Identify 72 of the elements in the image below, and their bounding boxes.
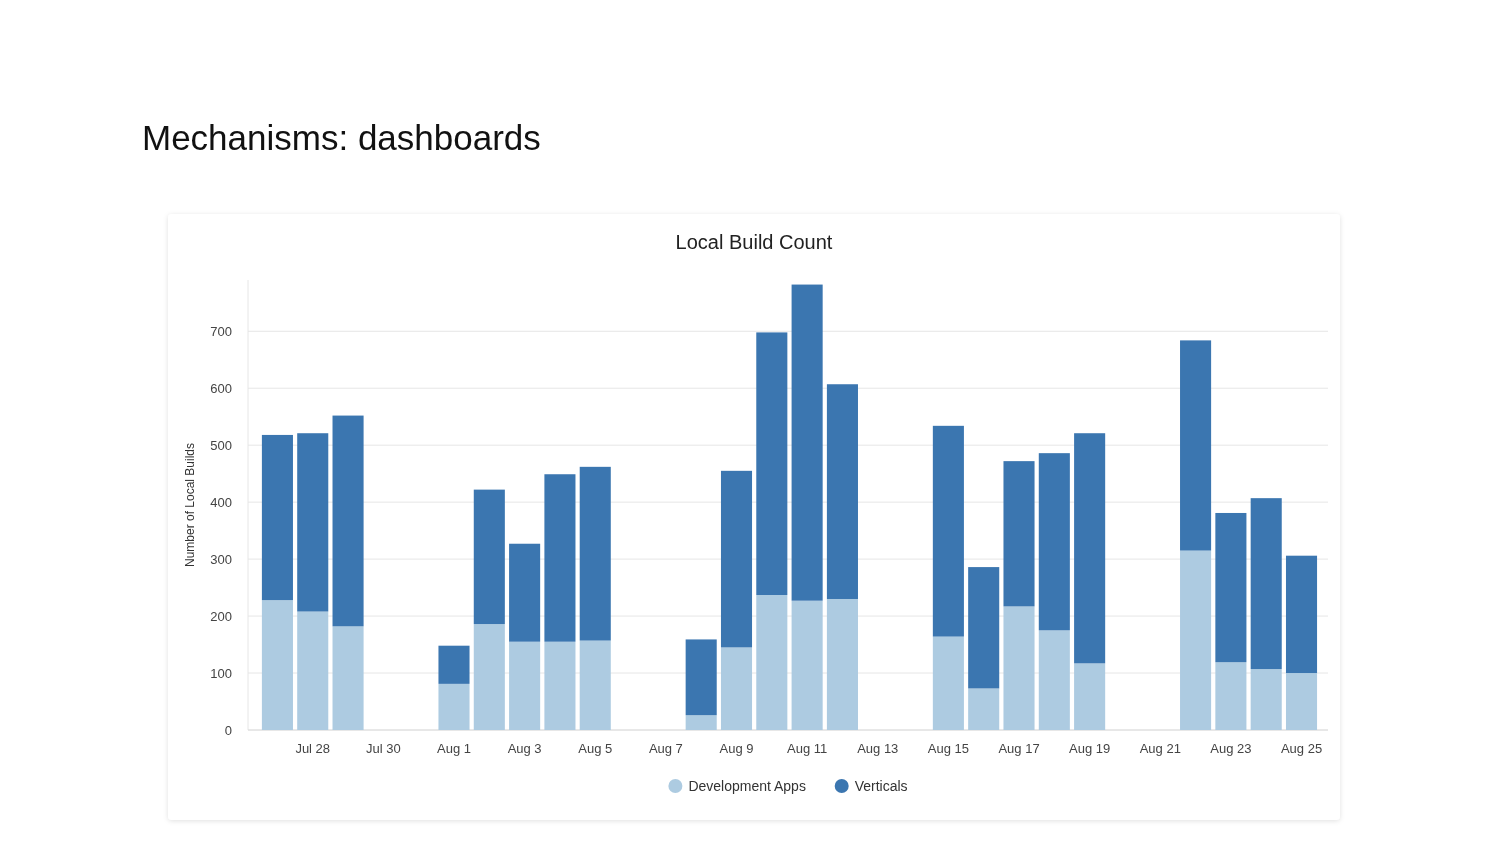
bar bbox=[332, 415, 364, 627]
bar bbox=[685, 639, 717, 716]
bar bbox=[968, 688, 1000, 730]
x-tick-label: Aug 13 bbox=[857, 740, 899, 756]
bar bbox=[1250, 498, 1282, 670]
bar bbox=[1180, 550, 1212, 730]
bar bbox=[473, 489, 505, 625]
x-tick-label: Aug 5 bbox=[578, 740, 613, 756]
x-tick-label: Jul 30 bbox=[366, 740, 401, 756]
bar bbox=[1215, 662, 1247, 730]
x-tick-label: Jul 28 bbox=[295, 740, 331, 756]
bar bbox=[1250, 669, 1282, 730]
bar bbox=[932, 636, 964, 730]
bar bbox=[1038, 630, 1070, 730]
y-tick-label: 700 bbox=[210, 323, 232, 339]
y-tick-label: 600 bbox=[210, 380, 232, 396]
bar bbox=[544, 474, 576, 642]
bar bbox=[1003, 461, 1035, 607]
bar bbox=[791, 284, 823, 601]
bar bbox=[1003, 606, 1035, 730]
x-tick-label: Aug 25 bbox=[1280, 740, 1323, 756]
bar bbox=[332, 626, 364, 730]
bar bbox=[438, 683, 470, 730]
y-tick-label: 500 bbox=[210, 437, 232, 453]
bar bbox=[261, 600, 293, 730]
bar bbox=[1285, 555, 1318, 674]
x-tick-label: Aug 1 bbox=[437, 740, 471, 756]
y-axis-title: Number of Local Builds bbox=[183, 442, 198, 568]
bar bbox=[932, 425, 964, 637]
y-tick-label: 300 bbox=[210, 551, 232, 567]
bar bbox=[438, 645, 470, 684]
x-tick-label: Aug 21 bbox=[1139, 740, 1181, 756]
bar bbox=[297, 611, 329, 730]
bar bbox=[685, 715, 717, 730]
bar bbox=[261, 434, 293, 601]
x-tick-label: Aug 9 bbox=[719, 740, 754, 756]
bar bbox=[720, 647, 753, 730]
bar bbox=[544, 641, 576, 730]
bar bbox=[509, 543, 541, 642]
bar bbox=[297, 433, 329, 612]
x-tick-label: Aug 7 bbox=[648, 740, 683, 756]
bar bbox=[509, 641, 541, 730]
x-tick-label: Aug 23 bbox=[1210, 740, 1252, 756]
bar bbox=[756, 332, 788, 595]
x-tick-label: Aug 17 bbox=[998, 740, 1040, 756]
bar bbox=[473, 624, 505, 730]
bar bbox=[1038, 453, 1070, 631]
y-tick-label: 400 bbox=[210, 494, 232, 510]
legend-label: Development Apps bbox=[688, 777, 806, 794]
bar bbox=[791, 600, 823, 730]
bar bbox=[1285, 673, 1318, 730]
x-tick-label: Aug 11 bbox=[787, 740, 828, 756]
x-tick-label: Aug 15 bbox=[927, 740, 969, 756]
x-tick-label: Aug 19 bbox=[1069, 740, 1111, 756]
x-tick-label: Aug 3 bbox=[507, 740, 542, 756]
bar bbox=[826, 598, 858, 730]
bar bbox=[1074, 433, 1106, 664]
bar bbox=[1180, 340, 1212, 551]
bar bbox=[579, 640, 611, 730]
y-tick-label: 0 bbox=[224, 722, 232, 738]
legend-label: Verticals bbox=[854, 777, 908, 794]
bar bbox=[720, 470, 753, 648]
bar bbox=[1215, 512, 1247, 663]
bar bbox=[968, 567, 1000, 689]
bar bbox=[756, 595, 788, 730]
chart-title: Mechanisms: dashboards bbox=[142, 118, 541, 158]
y-tick-label: 100 bbox=[210, 665, 232, 681]
bar bbox=[579, 466, 611, 641]
y-tick-label: 200 bbox=[210, 608, 232, 624]
bar bbox=[1074, 663, 1106, 730]
bar bbox=[826, 384, 858, 599]
chart-subtitle: Local Build Count bbox=[675, 231, 833, 253]
